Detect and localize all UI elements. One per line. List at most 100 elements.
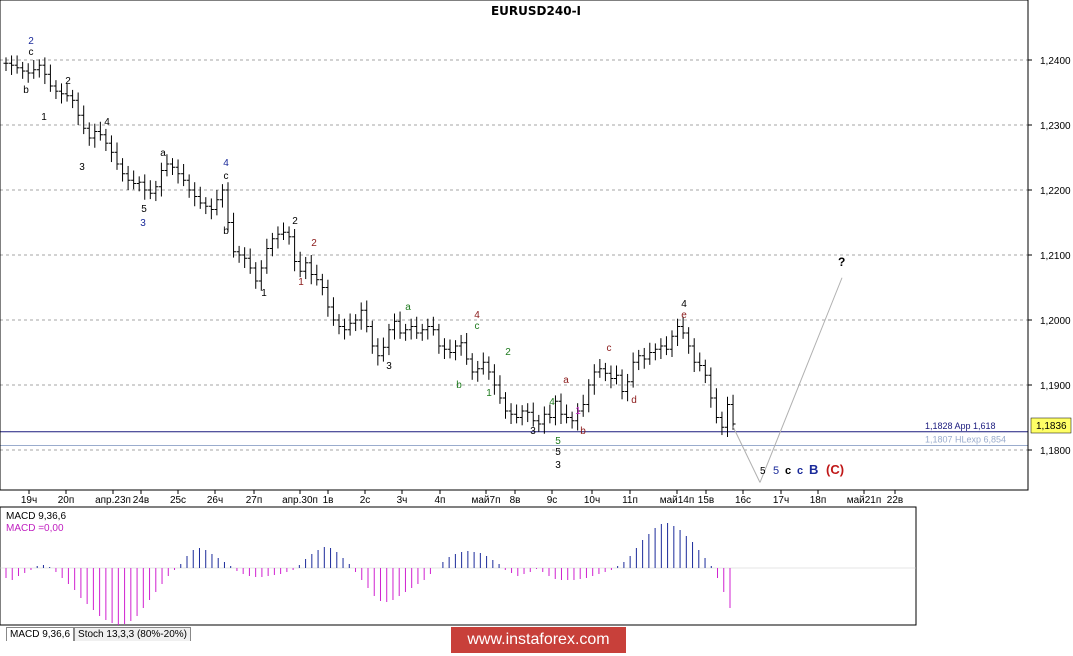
price-bar [597,359,603,378]
price-bar [730,394,736,430]
price-bar [469,353,475,380]
price-bar [441,338,447,359]
price-bar [97,121,103,141]
watermark[interactable]: www.instaforex.com [451,627,626,653]
x-tick-label: 3ч [397,495,408,506]
price-bar [580,394,586,417]
wave-label: e [681,310,687,321]
projection-wave-label: (C) [826,462,844,477]
price-bar [9,55,15,75]
price-bar [414,316,420,339]
price-bar [719,411,725,436]
price-bar [14,55,20,74]
price-bar [36,59,42,78]
x-tick-label: 16с [735,495,751,506]
price-bar [242,247,248,268]
price-bar [225,182,231,233]
price-bar [552,395,558,426]
wave-label: 2 [28,36,34,47]
wave-label: 3 [555,460,561,471]
tab-stoch[interactable]: Stoch 13,3,3 (80%-20%) [74,627,191,641]
price-bar [425,318,431,340]
wave-label: a [563,375,569,386]
price-bar [547,404,553,424]
price-bar [397,311,403,339]
price-bar [680,316,686,339]
projection-down [732,426,761,483]
current-price-label: 1,1836 [1036,421,1067,432]
price-bar [70,89,76,109]
price-bar [114,142,120,170]
projection-up [759,277,843,483]
y-tick-label: 1,2000 [1040,316,1071,327]
price-bar [142,174,148,200]
price-bar [686,327,692,354]
projection-question: ? [838,255,845,269]
price-bar [269,232,275,257]
price-bar [675,318,681,346]
price-bar [458,334,464,356]
wave-label: a [405,302,411,313]
price-bar [181,164,187,187]
price-bar [253,262,259,289]
wave-label: 2 [292,216,298,227]
price-bar [591,364,597,395]
y-tick-label: 1,2300 [1040,121,1071,132]
price-bar [131,170,137,190]
wave-label: 5 [555,436,561,447]
time-axis: 19ч 20п апр.23п 24в 25с 26ч 27п апр.30п 1в 2с 3ч 4п… [21,490,903,506]
price-bar [120,158,126,182]
price-bar [514,404,520,424]
price-bar [208,198,214,220]
chart-frames [0,0,1029,626]
price-bar [602,362,608,382]
wave-label: c [607,343,612,354]
price-bar [519,405,525,426]
price-bar [353,314,359,332]
price-bar [491,364,497,395]
projection-line: ? [732,255,845,483]
y-tick-label: 1,1900 [1040,381,1071,392]
y-tick-label: 1,2200 [1040,186,1071,197]
price-bar [636,349,642,371]
price-bar [197,186,203,209]
price-bar [247,248,253,274]
price-bar [81,105,87,135]
projection-wave-label: c [797,465,803,477]
wave-label: 4 [681,299,687,310]
price-bar [453,340,459,361]
price-bar [286,226,292,245]
price-bar [586,379,592,413]
price-bar [536,414,542,432]
price-bar [125,165,131,190]
tab-macd[interactable]: MACD 9,36,6 [6,627,75,641]
wave-label: 4 [223,158,229,169]
price-bar [430,316,436,336]
price-bar [619,369,625,400]
price-bar [53,80,59,99]
price-bar [530,402,536,427]
wave-label: 4 [474,310,480,321]
x-tick-label: 4п [435,495,446,506]
wave-label: 2 [505,347,511,358]
x-tick-label: 9с [547,495,558,506]
price-bar [647,342,653,365]
price-bar [258,260,264,291]
fib-levels: 1,1828 App 1,618 1,1807 HLexp 6,854 [0,421,1028,446]
price-bar [713,388,719,424]
price-bar [475,360,481,382]
x-tick-label: 19ч [21,495,37,506]
price-bar [403,323,409,341]
indicator-tabs: MACD 9,36,6 Stoch 13,3,3 (80%-20%) [6,627,191,641]
wave-label: 1 [261,288,267,299]
price-bar [336,314,342,335]
price-bar [297,251,303,278]
x-tick-label: 17ч [773,495,789,506]
price-bar [25,63,31,83]
x-tick-label: 26ч [207,495,223,506]
price-bar [86,122,92,146]
price-bar [153,180,159,202]
price-bar [108,135,114,163]
price-bar [652,343,658,361]
price-bar [231,212,237,258]
